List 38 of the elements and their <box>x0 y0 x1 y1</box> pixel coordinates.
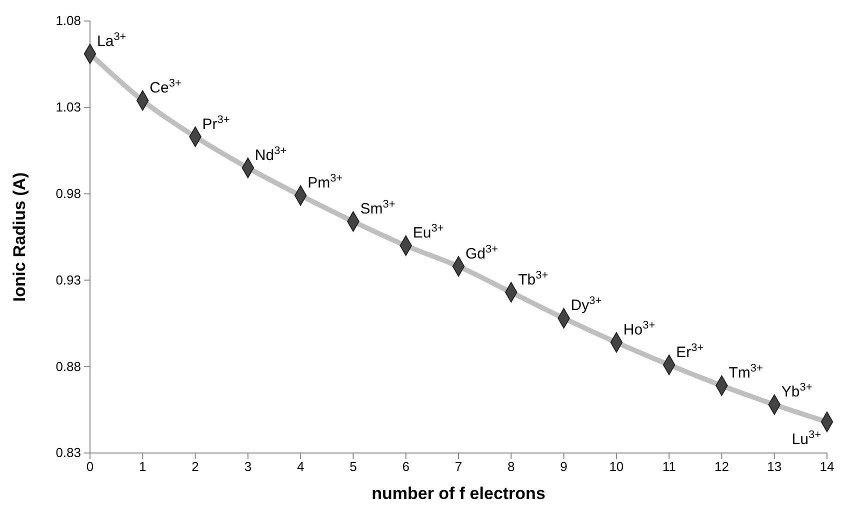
annotation: Nd$^{3+}$ <box>254 144 287 164</box>
x-tick-label: 3 <box>244 459 252 474</box>
x-tick-label: 6 <box>402 459 410 474</box>
x-tick-label: 0 <box>86 459 94 474</box>
annotation: La$^{3+}$ <box>97 30 126 50</box>
x-axis-title: number of f electrons <box>372 484 546 503</box>
annotation: Tb$^{3+}$ <box>518 269 548 288</box>
annotation: Sm$^{3+}$ <box>360 198 396 218</box>
x-tick-label: 14 <box>820 459 834 474</box>
y-tick-label: 0.83 <box>56 445 81 460</box>
x-tick-label: 8 <box>508 459 515 474</box>
x-tick-label: 2 <box>192 459 199 474</box>
x-tick-label: 1 <box>139 459 146 474</box>
x-tick-label: 12 <box>714 459 729 474</box>
annotation: Dy$^{3+}$ <box>570 295 602 314</box>
annotation: Tm$^{3+}$ <box>728 362 763 382</box>
y-tick-label: 1.08 <box>56 13 81 28</box>
annotation: Pr$^{3+}$ <box>202 114 230 133</box>
x-tick-label: 7 <box>454 459 462 474</box>
annotation: Eu$^{3+}$ <box>412 222 444 242</box>
y-tick-label: 0.98 <box>56 186 81 201</box>
annotation: Er$^{3+}$ <box>676 342 704 361</box>
y-tick-label: 1.03 <box>56 100 81 115</box>
annotation: Lu$^{3+}$ <box>792 428 821 448</box>
y-tick-label: 0.93 <box>56 272 81 288</box>
annotation: Ho$^{3+}$ <box>623 319 656 338</box>
annotation: Ce$^{3+}$ <box>150 77 182 96</box>
annotation: Gd$^{3+}$ <box>466 243 498 262</box>
annotation: Yb$^{3+}$ <box>781 382 812 401</box>
annotation: Pm$^{3+}$ <box>308 172 343 192</box>
x-tick-label: 13 <box>767 459 782 474</box>
x-tick-label: 11 <box>662 459 676 474</box>
x-tick-label: 5 <box>350 459 357 474</box>
y-tick-label: 0.88 <box>56 358 81 374</box>
x-tick-label: 10 <box>609 459 624 474</box>
x-tick-label: 4 <box>296 459 304 474</box>
y-axis-title: Ionic Radius (A) <box>10 172 29 302</box>
x-tick-label: 9 <box>560 459 568 474</box>
